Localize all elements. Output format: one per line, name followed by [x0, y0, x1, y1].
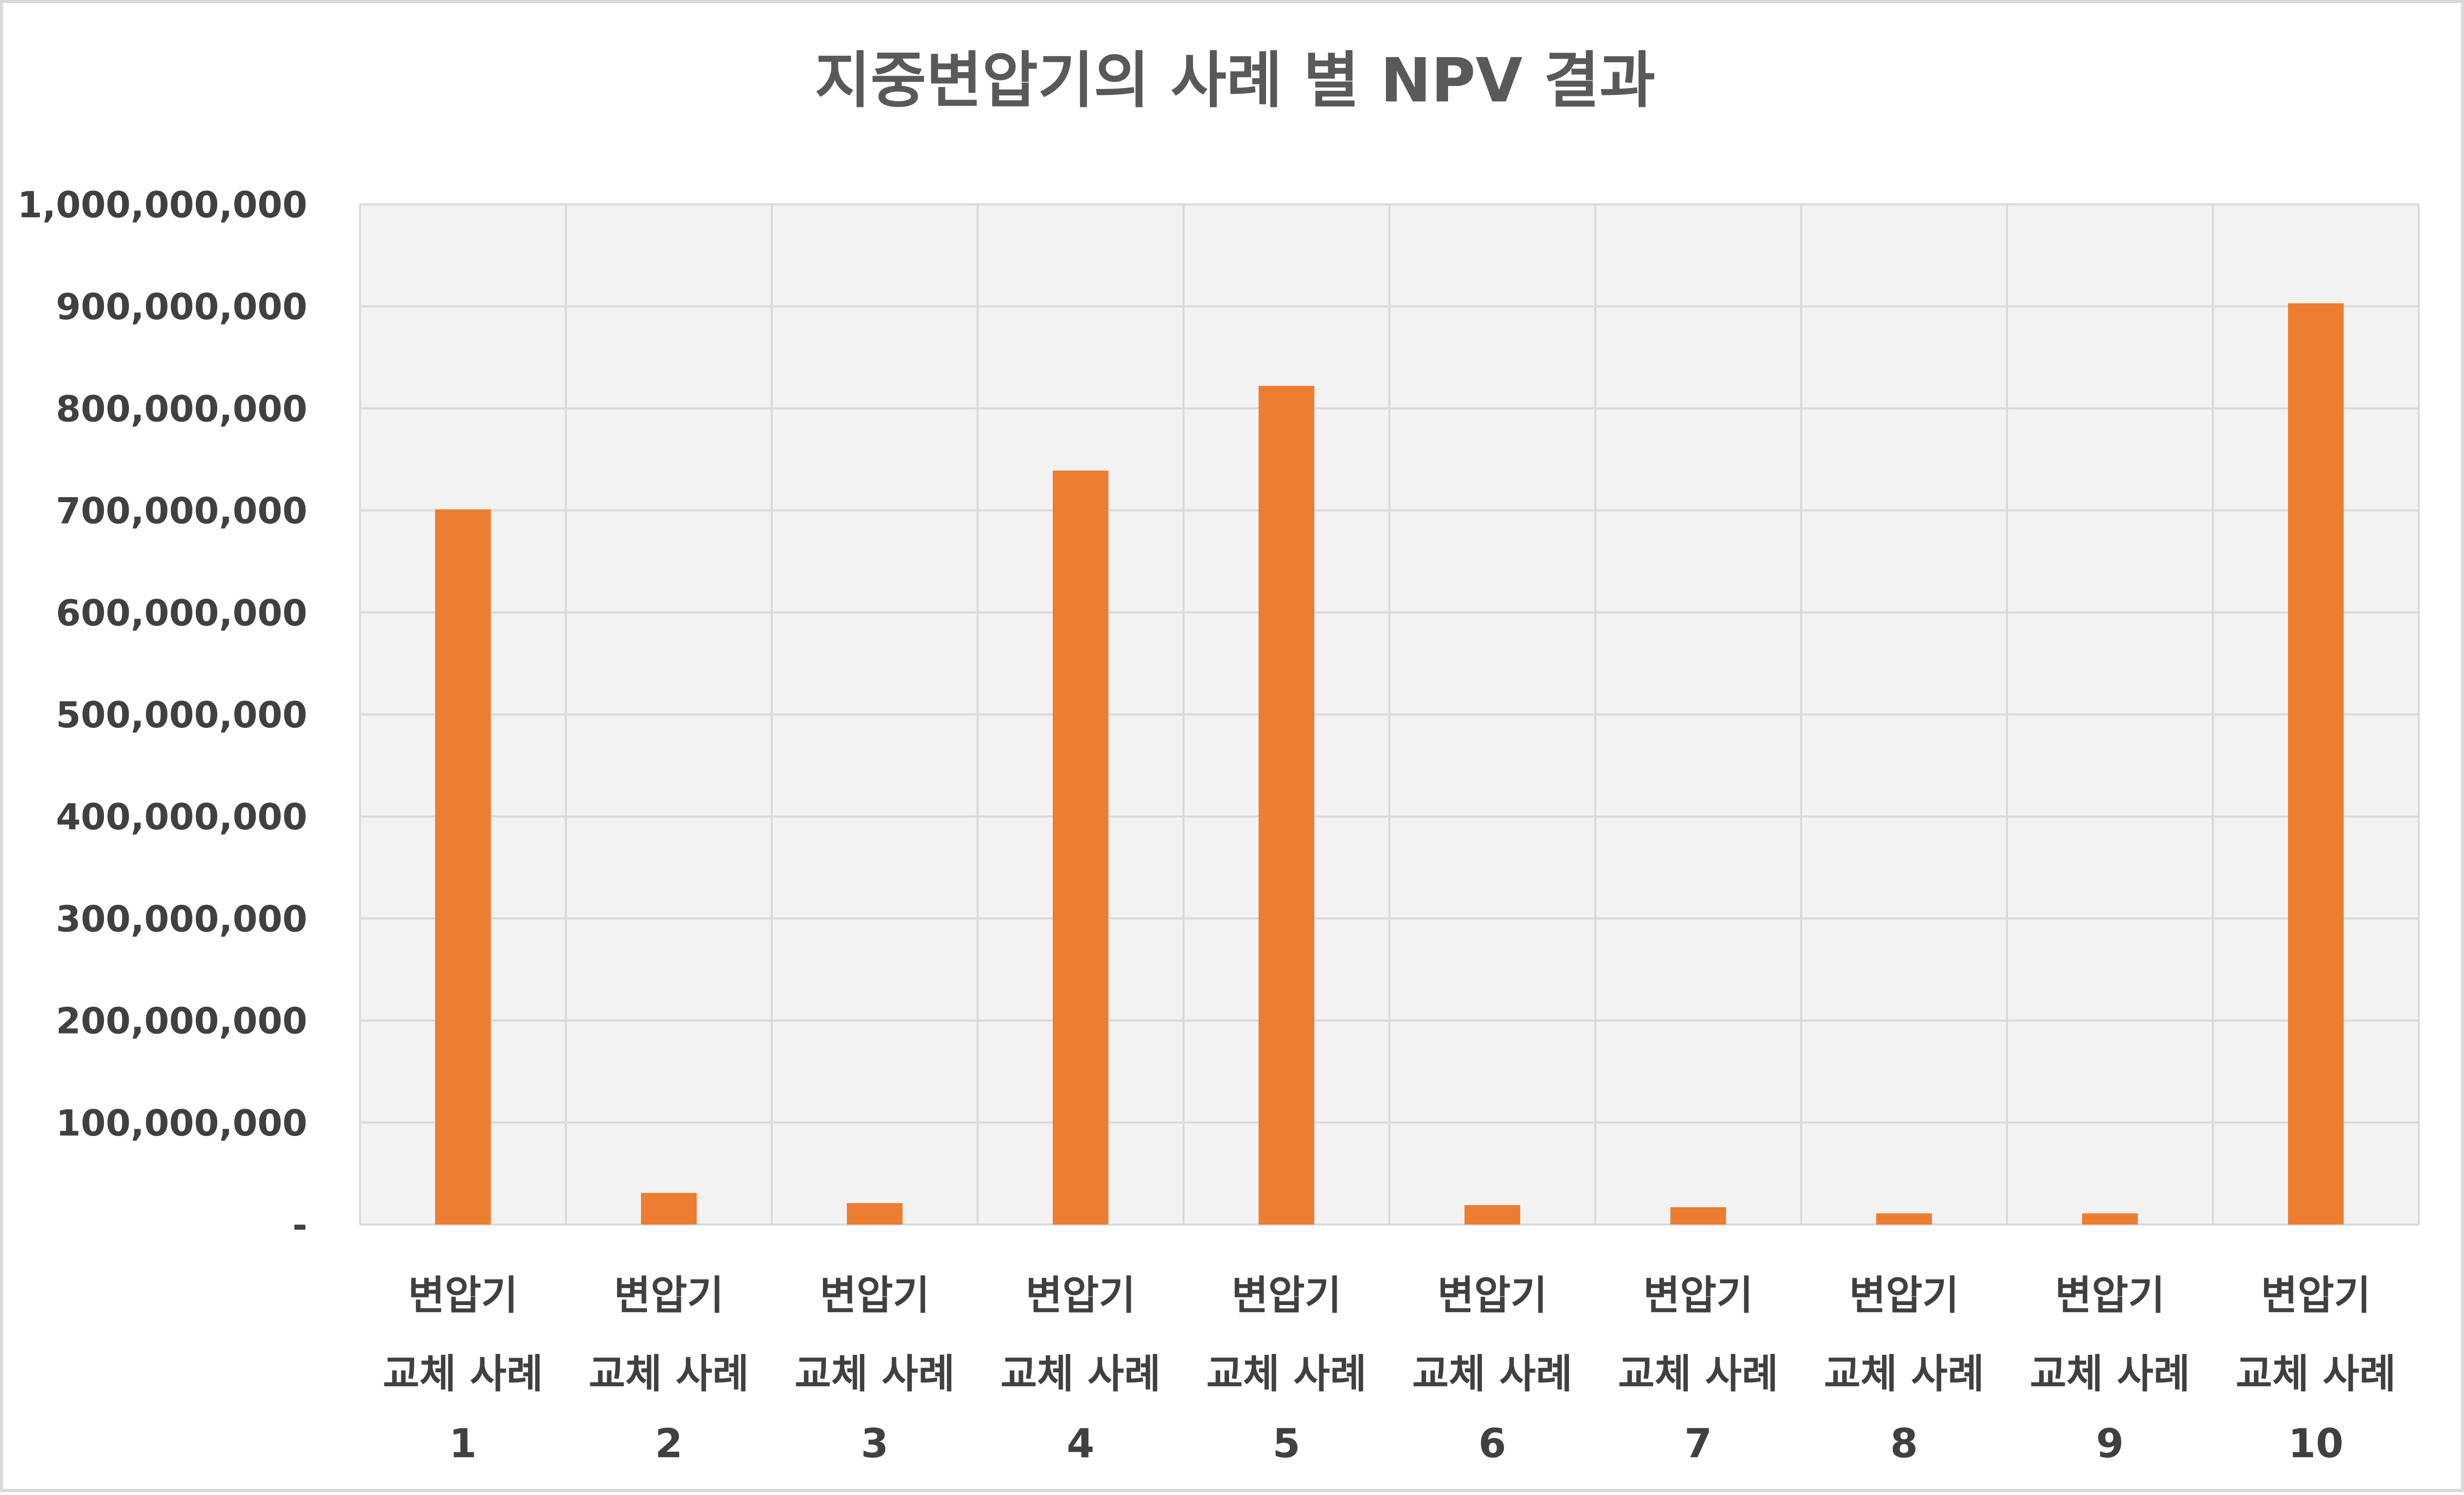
x-tick-label-4-line-2: 교체 사례 — [1001, 1351, 1161, 1397]
x-tick-label-7-line-1: 변압기 — [1643, 1272, 1753, 1319]
x-tick-label-6-line-1: 변압기 — [1438, 1272, 1548, 1319]
x-tick-label-9-line-2: 교체 사례 — [2030, 1351, 2190, 1397]
x-tick-label-1-line-2: 교체 사례 — [383, 1351, 543, 1397]
x-tick-label-8-line-3: 8 — [1890, 1420, 1918, 1467]
x-tick-label-7-line-2: 교체 사례 — [1618, 1351, 1778, 1397]
y-tick-label-10: 1,000,000,000 — [17, 184, 307, 226]
x-tick-label-6-line-3: 6 — [1478, 1420, 1506, 1467]
y-tick-label-5: 500,000,000 — [56, 694, 307, 736]
x-tick-label-4-line-3: 4 — [1067, 1420, 1095, 1467]
x-tick-label-5-line-3: 5 — [1273, 1420, 1300, 1467]
x-tick-label-5-line-2: 교체 사례 — [1206, 1351, 1367, 1397]
bar-9 — [2082, 1213, 2138, 1225]
x-tick-label-3-line-1: 변압기 — [820, 1272, 930, 1319]
x-tick-label-9-line-1: 변압기 — [2055, 1272, 2165, 1319]
x-tick-label-2-line-3: 2 — [655, 1420, 683, 1467]
x-tick-label-9-line-3: 9 — [2096, 1420, 2124, 1467]
y-axis-ticks: - 100,000,000 200,000,000 300,000,000 400,00… — [17, 184, 307, 1246]
x-tick-label-7-line-3: 7 — [1684, 1420, 1712, 1467]
bar-4 — [1053, 470, 1108, 1225]
y-tick-label-7: 700,000,000 — [56, 490, 307, 532]
chart-svg: - 100,000,000 200,000,000 300,000,000 400,00… — [17, 184, 2420, 1467]
y-tick-label-1: 100,000,000 — [56, 1102, 307, 1144]
bar-2 — [641, 1193, 697, 1225]
x-tick-label-8-line-2: 교체 사례 — [1824, 1351, 1984, 1397]
y-tick-label-2: 200,000,000 — [56, 1000, 307, 1042]
grid-lines — [359, 203, 2420, 1226]
y-tick-label-8: 800,000,000 — [56, 388, 307, 430]
bars — [435, 303, 2344, 1225]
x-tick-label-10-line-3: 10 — [2288, 1420, 2343, 1467]
x-tick-label-4-line-1: 변압기 — [1026, 1272, 1136, 1319]
bar-5 — [1259, 386, 1314, 1225]
x-tick-label-10-line-2: 교체 사례 — [2236, 1351, 2396, 1397]
y-tick-label-0: - — [292, 1204, 307, 1246]
bar-10 — [2288, 303, 2344, 1225]
x-tick-label-2-line-1: 변압기 — [614, 1272, 724, 1319]
bar-7 — [1670, 1207, 1726, 1225]
y-tick-label-3: 300,000,000 — [56, 898, 307, 940]
bar-3 — [847, 1203, 903, 1225]
x-tick-label-5-line-1: 변압기 — [1232, 1272, 1342, 1319]
x-tick-label-2-line-2: 교체 사례 — [589, 1351, 749, 1397]
x-tick-label-8-line-1: 변압기 — [1849, 1272, 1959, 1319]
chart-title: 지중변압기의 사례 별 NPV 결과 — [815, 45, 1655, 116]
y-tick-label-9: 900,000,000 — [56, 286, 307, 328]
x-tick-label-6-line-2: 교체 사례 — [1412, 1351, 1572, 1397]
bar-1 — [435, 509, 491, 1225]
bar-6 — [1464, 1205, 1520, 1225]
x-tick-label-3-line-2: 교체 사례 — [795, 1351, 955, 1397]
x-tick-label-1-line-1: 변압기 — [408, 1272, 518, 1319]
bar-8 — [1876, 1213, 1932, 1225]
x-tick-label-3-line-3: 3 — [861, 1420, 889, 1467]
y-tick-label-6: 600,000,000 — [56, 592, 307, 634]
x-tick-label-10-line-1: 변압기 — [2261, 1272, 2371, 1319]
y-tick-label-4: 400,000,000 — [56, 796, 307, 838]
x-tick-label-1-line-3: 1 — [449, 1420, 477, 1467]
